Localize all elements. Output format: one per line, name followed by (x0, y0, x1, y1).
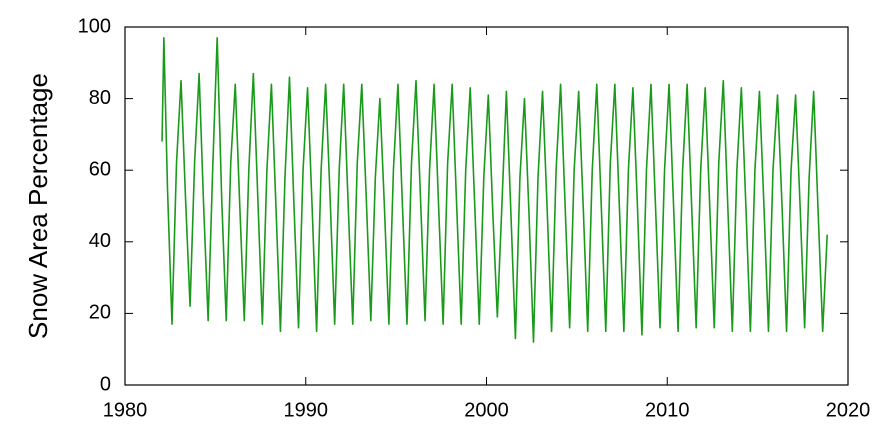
y-tick-label: 20 (89, 302, 111, 324)
y-tick-label: 60 (89, 158, 111, 180)
x-tick-label: 2020 (826, 399, 871, 421)
plot-frame (124, 26, 849, 386)
x-tick-label: 2000 (464, 399, 509, 421)
x-tick-label: 1990 (284, 399, 329, 421)
data-line (161, 36, 829, 343)
y-tick-label: 100 (78, 15, 111, 37)
x-tick-label: 1980 (103, 399, 148, 421)
x-tick-label: 2010 (645, 399, 690, 421)
y-tick-label: 0 (100, 373, 111, 395)
y-axis-label: Snow Area Percentage (23, 73, 53, 339)
y-tick-label: 40 (89, 230, 111, 252)
y-tick-label: 80 (89, 87, 111, 109)
